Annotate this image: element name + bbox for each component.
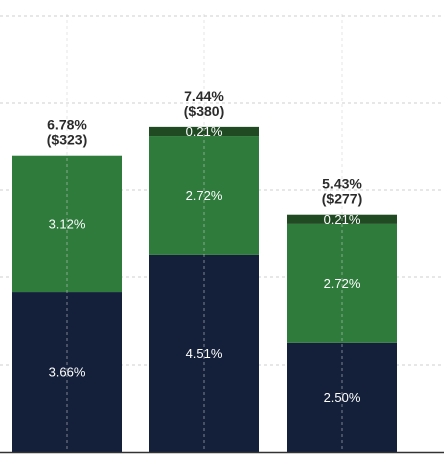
segment-label: 2.72%: [324, 276, 361, 291]
bar-segment: [287, 342, 397, 452]
bar-total-amount: ($277): [322, 191, 362, 207]
segment-label: 2.50%: [324, 390, 361, 405]
bar-total-amount: ($323): [47, 132, 87, 148]
segment-label: 3.66%: [49, 365, 86, 380]
labels: 3.66% 3.12% 6.78%($323) 4.51% 2.72% 0.21% 7.44…: [47, 88, 363, 405]
bar-segment: [149, 126, 259, 137]
bar-segment: [149, 254, 259, 452]
segment-label: 0.21%: [186, 124, 223, 139]
bar-total-percent: 5.43%: [322, 176, 362, 192]
segment-label: 2.72%: [186, 188, 223, 203]
segment-label: 3.12%: [49, 216, 86, 231]
vertical-grid: [66, 14, 343, 452]
bar-total-percent: 6.78%: [47, 117, 87, 133]
segment-label: 0.21%: [324, 212, 361, 227]
bar-total-amount: ($380): [184, 103, 224, 119]
bar-segment: [12, 292, 122, 452]
bar-total-percent: 7.44%: [184, 88, 224, 104]
segment-label: 4.51%: [186, 346, 223, 361]
